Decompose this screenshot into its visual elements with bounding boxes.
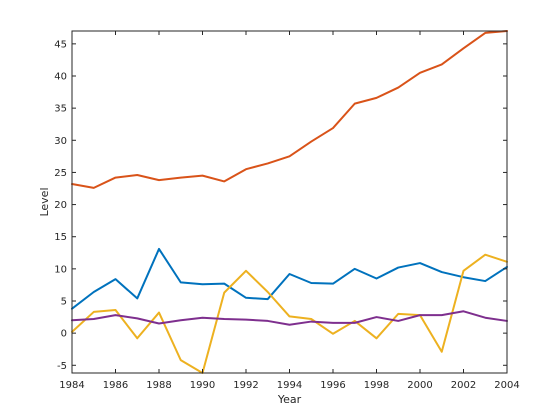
x-tick-label: 1988	[146, 380, 171, 391]
y-axis-ticks: -5 0 5 10 15 20 25 30 35 40 45	[54, 39, 507, 372]
y-axis-label: Level	[38, 187, 51, 216]
y-tick-label: 35	[54, 104, 67, 115]
y-tick-label: 45	[54, 39, 67, 50]
x-tick-label: 2004	[494, 380, 519, 391]
y-tick-label: -5	[57, 361, 67, 372]
series-line-4	[71, 310, 508, 326]
plot-frame	[71, 30, 508, 374]
series-layer	[71, 30, 508, 374]
x-tick-label: 1986	[103, 380, 128, 391]
x-tick-label: 1990	[190, 380, 215, 391]
y-tick-label: 30	[54, 136, 67, 147]
y-tick-label: 25	[54, 168, 67, 179]
y-tick-label: 20	[54, 200, 67, 211]
y-tick-label: 10	[54, 264, 67, 275]
x-axis-ticks: 1984 1986 1988 1990 1992 1994 1996 1998 2000 2002…	[59, 31, 520, 391]
y-tick-label: 15	[54, 232, 67, 243]
x-tick-label: 2000	[407, 380, 432, 391]
x-tick-label: 2002	[451, 380, 476, 391]
y-tick-label: 0	[61, 329, 67, 340]
x-tick-label: 1998	[364, 380, 389, 391]
x-tick-label: 1994	[277, 380, 302, 391]
x-tick-label: 1984	[59, 380, 84, 391]
series-line-1	[71, 247, 508, 310]
x-tick-label: 1992	[233, 380, 258, 391]
y-tick-label: 40	[54, 72, 67, 83]
y-tick-label: 5	[61, 297, 67, 308]
x-tick-label: 1996	[320, 380, 345, 391]
x-axis-label: Year	[277, 393, 302, 406]
series-line-2	[71, 30, 508, 189]
series-line-3	[71, 253, 508, 374]
